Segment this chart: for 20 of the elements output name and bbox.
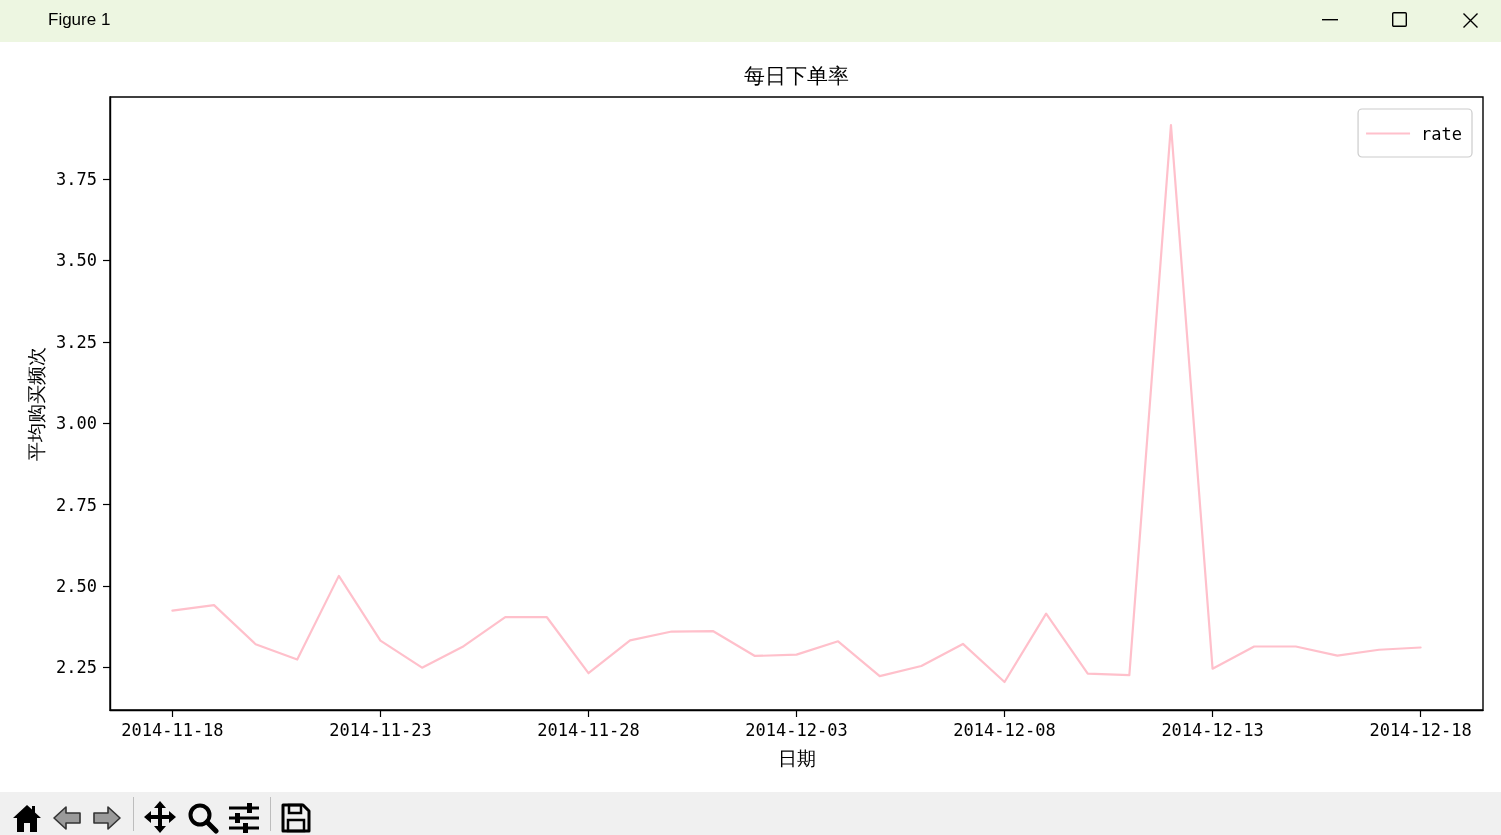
x-tick-label: 2014-11-28 <box>537 719 640 740</box>
y-tick-label: 2.25 <box>56 657 97 678</box>
y-tick-label: 3.50 <box>56 250 97 271</box>
y-axis-title: 平均购买频次 <box>24 346 47 461</box>
x-tick-label: 2014-11-23 <box>329 719 432 740</box>
caption: Figure 1 <box>48 10 111 29</box>
x-tick-label: 2014-11-18 <box>121 719 224 740</box>
y-tick-label: 3.25 <box>56 331 97 352</box>
x-tick-label: 2014-12-18 <box>1369 719 1472 740</box>
y-tick-label: 3.75 <box>56 169 97 190</box>
x-tick-label: 2014-12-03 <box>745 719 848 740</box>
legend-label: rate <box>1421 123 1463 144</box>
y-tick-label: 2.50 <box>56 575 97 596</box>
x-axis-title: 日期 <box>777 746 816 769</box>
line-series <box>171 123 1422 684</box>
y-tick-label: 3.00 <box>56 413 97 434</box>
y-tick-label: 2.75 <box>56 494 97 515</box>
x-tick-label: 2014-12-08 <box>953 719 1056 740</box>
chart-title: 每日下单率 <box>744 63 849 90</box>
x-tick-label: 2014-12-13 <box>1161 719 1264 740</box>
